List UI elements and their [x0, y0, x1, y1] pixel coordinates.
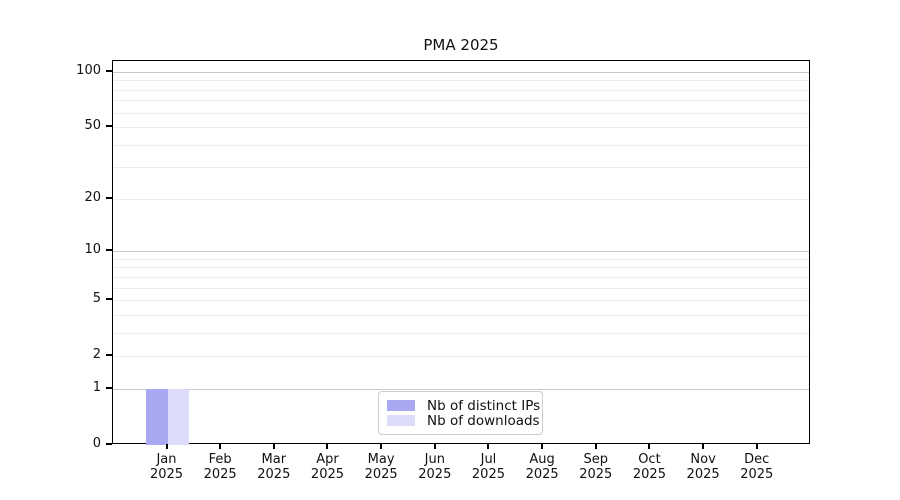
x-label-year: 2025 — [686, 467, 720, 482]
x-tick-label-aug-2025: Aug 2025 — [510, 452, 574, 482]
x-tick — [165, 444, 168, 449]
x-label-year: 2025 — [418, 467, 452, 482]
x-tick-label-feb-2025: Feb 2025 — [188, 452, 252, 482]
x-label-month: Jan — [156, 452, 177, 467]
gridline-minor — [113, 258, 809, 260]
gridline-minor — [113, 356, 809, 358]
x-label-year: 2025 — [579, 467, 613, 482]
gridline-minor — [113, 89, 809, 91]
x-label-month: Jun — [424, 452, 445, 467]
y-tick — [106, 249, 112, 252]
x-tick-label-nov-2025: Nov 2025 — [671, 452, 735, 482]
chart-title: PMA 2025 — [423, 36, 499, 54]
y-tick-label-0: 0 — [92, 436, 101, 451]
gridline-minor — [113, 287, 809, 289]
legend-label-distinct-ips: Nb of distinct IPs — [427, 397, 541, 414]
gridline-minor — [113, 300, 809, 302]
y-tick-label-10: 10 — [84, 242, 101, 258]
x-tick-label-sep-2025: Sep 2025 — [564, 452, 628, 482]
gridline-minor — [113, 276, 809, 278]
x-label-year: 2025 — [632, 467, 666, 482]
gridline-minor — [113, 267, 809, 269]
x-label-month: Feb — [208, 452, 232, 467]
y-tick — [106, 386, 112, 389]
y-tick-label-1: 1 — [92, 379, 101, 395]
x-label-year: 2025 — [203, 467, 237, 482]
y-tick-label-20: 20 — [84, 189, 101, 205]
gridline-major — [113, 72, 809, 73]
x-label-year: 2025 — [525, 467, 559, 482]
x-tick — [755, 444, 758, 449]
x-tick — [594, 444, 597, 449]
x-label-year: 2025 — [149, 467, 184, 482]
x-label-month: May — [367, 452, 395, 467]
x-tick-label-oct-2025: Oct 2025 — [617, 452, 681, 482]
x-tick — [326, 444, 329, 449]
x-label-month: Oct — [638, 452, 661, 467]
x-label-month: Jul — [480, 452, 497, 467]
x-label-month: Sep — [583, 452, 609, 467]
x-label-year: 2025 — [740, 467, 774, 482]
legend-swatch-downloads — [387, 415, 415, 426]
gridline-minor — [113, 167, 809, 169]
y-tick — [106, 70, 112, 72]
plot-area — [112, 60, 810, 445]
legend-label-downloads: Nb of downloads — [427, 412, 540, 429]
x-tick-label-mar-2025: Mar 2025 — [242, 452, 306, 482]
x-tick — [272, 444, 275, 449]
legend-swatch-distinct-ips — [387, 400, 415, 411]
legend-item-distinct-ips: Nb of distinct IPs — [387, 398, 540, 414]
x-tick-label-apr-2025: Apr 2025 — [295, 452, 359, 482]
x-label-month: Nov — [690, 452, 716, 467]
x-tick-label-dec-2025: Dec 2025 — [725, 452, 789, 482]
x-tick — [541, 444, 544, 449]
x-tick — [380, 444, 383, 449]
x-tick-label-jun-2025: Jun 2025 — [403, 452, 467, 482]
y-tick-label-100: 100 — [76, 63, 101, 78]
x-label-month: Apr — [316, 452, 339, 467]
gridline-minor — [113, 314, 809, 316]
x-tick — [702, 444, 705, 449]
x-tick — [648, 444, 651, 449]
y-tick — [106, 125, 112, 128]
gridline-major — [113, 388, 809, 390]
gridline-minor — [113, 112, 809, 114]
y-tick — [106, 443, 112, 445]
y-tick — [106, 196, 112, 199]
legend: Nb of distinct IPs Nb of downloads — [378, 391, 543, 435]
x-tick — [487, 444, 490, 449]
x-label-month: Mar — [261, 452, 287, 467]
x-label-year: 2025 — [364, 467, 398, 482]
x-tick — [219, 444, 222, 449]
gridline-minor — [113, 144, 809, 146]
y-tick-label-5: 5 — [92, 291, 101, 307]
x-label-year: 2025 — [471, 467, 505, 482]
y-tick-label-2: 2 — [92, 347, 101, 363]
x-label-year: 2025 — [257, 467, 291, 482]
gridline-minor — [113, 100, 809, 102]
y-tick-label-50: 50 — [84, 118, 101, 134]
y-tick — [106, 354, 112, 357]
gridline-minor — [113, 127, 809, 129]
bar-nb-of-distinct-ips-0 — [146, 388, 168, 445]
gridline-major — [113, 251, 809, 253]
legend-item-downloads: Nb of downloads — [387, 413, 540, 429]
x-tick-label-jan-2025: Jan 2025 — [135, 452, 199, 482]
gridline-minor — [113, 80, 809, 82]
x-tick-label-jul-2025: Jul 2025 — [456, 452, 520, 482]
gridline-minor — [113, 198, 809, 200]
bar-nb-of-downloads-0 — [167, 388, 189, 445]
x-label-month: Dec — [744, 452, 770, 467]
x-tick — [433, 444, 436, 449]
x-tick-label-may-2025: May 2025 — [349, 452, 413, 482]
x-label-year: 2025 — [310, 467, 345, 482]
x-label-month: Aug — [529, 452, 555, 467]
y-tick — [106, 298, 112, 301]
gridline-minor — [113, 332, 809, 334]
